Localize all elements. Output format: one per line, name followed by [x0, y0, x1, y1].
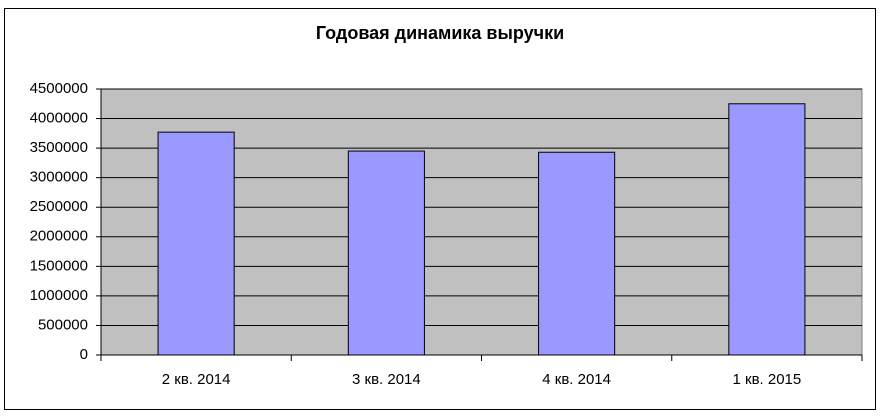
chart-title: Годовая динамика выручки	[316, 23, 564, 43]
y-tick-label: 4500000	[30, 80, 88, 97]
bar	[728, 103, 806, 356]
bar	[157, 131, 235, 356]
x-tick-label: 2 кв. 2014	[162, 371, 231, 388]
y-tick-label: 0	[80, 346, 88, 363]
y-tick-label: 4000000	[30, 110, 88, 127]
y-tick-label: 2500000	[30, 198, 88, 215]
y-tick-label: 1500000	[30, 257, 88, 274]
y-tick-label: 2000000	[30, 228, 88, 245]
y-tick-label: 1000000	[30, 287, 88, 304]
y-tick-label: 3500000	[30, 139, 88, 156]
x-tick-label: 4 кв. 2014	[542, 371, 611, 388]
y-tick-label: 3000000	[30, 169, 88, 186]
x-tick-label: 1 кв. 2015	[733, 371, 802, 388]
bar	[347, 150, 425, 356]
x-tick-label: 3 кв. 2014	[352, 371, 421, 388]
bar	[538, 151, 616, 356]
y-tick-label: 500000	[38, 316, 88, 333]
